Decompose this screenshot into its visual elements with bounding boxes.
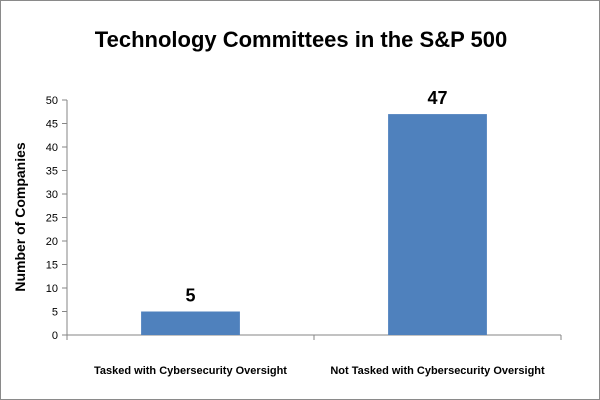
- bar: [388, 114, 487, 335]
- y-tick-label: 10: [46, 283, 58, 295]
- y-tick-label: 35: [46, 166, 58, 178]
- data-label: 47: [427, 88, 447, 108]
- y-tick-label: 20: [46, 236, 58, 248]
- y-tick-label: 15: [46, 260, 58, 272]
- plot-area: 0 5 10 15 20 25 30 35 40 45 50 5 Tasked with Cyberse…: [46, 88, 562, 377]
- y-tick-label: 40: [46, 142, 58, 154]
- chart-title: Technology Committees in the S&P 500: [95, 27, 507, 52]
- y-tick-label: 30: [46, 189, 58, 201]
- x-tick-label: Tasked with Cybersecurity Oversight: [94, 365, 287, 377]
- y-tick-label: 50: [46, 95, 58, 107]
- y-tick-label: 5: [52, 307, 58, 319]
- y-axis-label: Number of Companies: [12, 142, 28, 292]
- y-tick-label: 0: [52, 330, 58, 342]
- data-label: 5: [185, 286, 195, 306]
- y-tick-label: 25: [46, 213, 58, 225]
- y-tick-label: 45: [46, 119, 58, 131]
- x-tick-label: Not Tasked with Cybersecurity Oversight: [330, 365, 545, 377]
- bar: [141, 311, 240, 335]
